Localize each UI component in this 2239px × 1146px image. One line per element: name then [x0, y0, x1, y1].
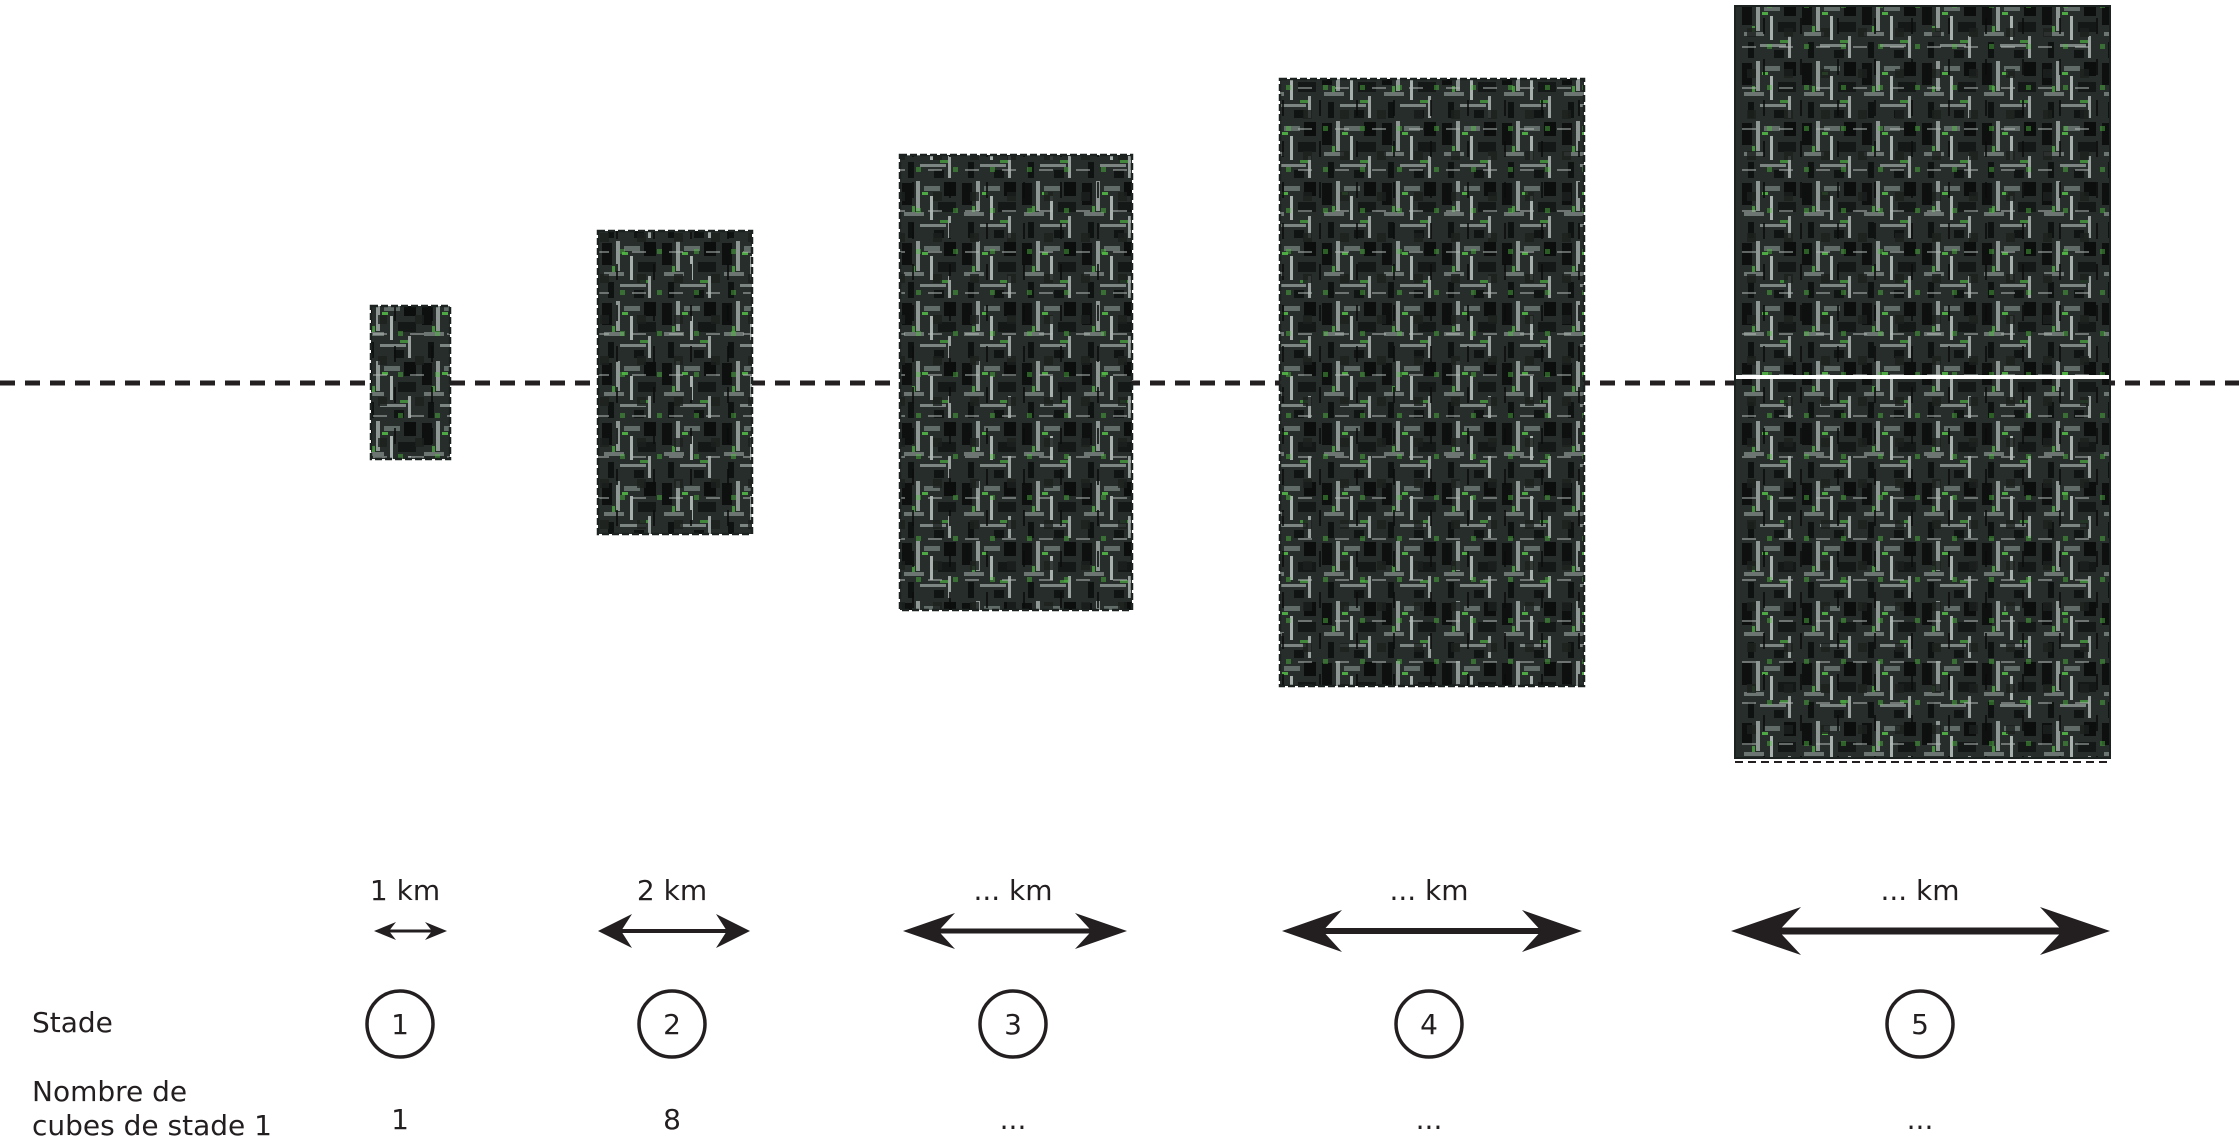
double-arrow-stage-2 — [598, 914, 750, 948]
cube-count-stage-3: ... — [999, 1103, 1027, 1136]
stage-number-4: 4 — [1420, 1008, 1438, 1041]
borg-cube-stage-2 — [596, 229, 754, 536]
cube-count-stage-4: ... — [1415, 1103, 1443, 1136]
stage-number-5: 5 — [1911, 1008, 1929, 1041]
count-row-label-line-2: cubes de stade 1 — [32, 1109, 272, 1142]
width-label-stage-2: 2 km — [636, 874, 708, 907]
width-label-stage-5: ... km — [1880, 874, 1960, 907]
stage-circles — [365, 989, 1955, 1059]
double-arrow-stage-1 — [374, 922, 447, 940]
stage-circle-1 — [365, 989, 435, 1059]
double-arrow-stage-4 — [1282, 910, 1582, 952]
borg-cube-stage-1 — [369, 304, 452, 461]
borg-cube-stage-3 — [898, 153, 1134, 612]
count-row-label-line-1: Nombre de — [32, 1075, 188, 1108]
stage-number-3: 3 — [1004, 1008, 1022, 1041]
width-label-stage-1: 1 km — [369, 874, 441, 907]
borg-cube-stage-5 — [1734, 5, 2111, 763]
stage-circle-3 — [978, 989, 1048, 1059]
width-label-stage-4: ... km — [1389, 874, 1469, 907]
borg-cube-stage-4 — [1278, 77, 1586, 688]
width-arrows — [374, 907, 2110, 955]
double-arrow-stage-3 — [903, 913, 1127, 949]
cube-count-stage-5: ... — [1906, 1103, 1934, 1136]
stage-circle-2 — [637, 989, 707, 1059]
cube-count-stage-1: 1 — [391, 1103, 409, 1136]
stage-number-2: 2 — [663, 1008, 681, 1041]
stage-number-1: 1 — [391, 1008, 409, 1041]
stage-circle-4 — [1394, 989, 1464, 1059]
width-label-stage-3: ... km — [973, 874, 1053, 907]
cube-images — [369, 5, 2111, 763]
stage-circle-5 — [1885, 989, 1955, 1059]
stade-row-label: Stade — [32, 1006, 113, 1039]
double-arrow-stage-5 — [1731, 907, 2110, 955]
cube-count-stage-2: 8 — [663, 1103, 681, 1136]
